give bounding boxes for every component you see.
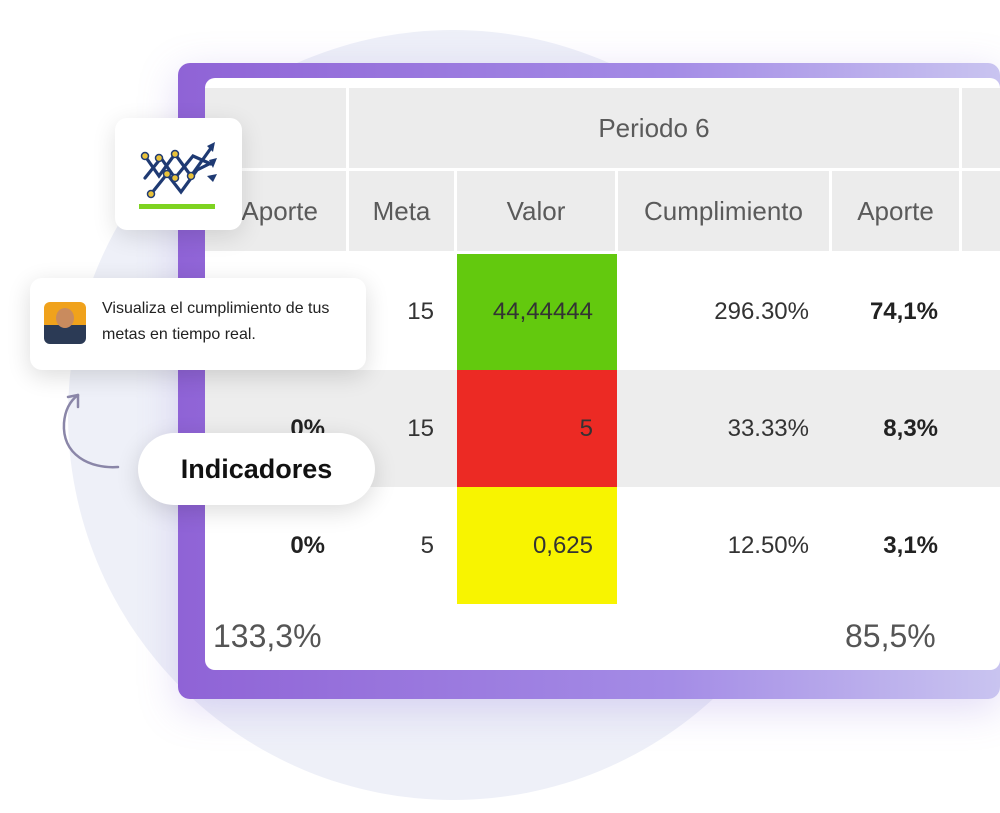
aporte-cell: 8,3% [883, 414, 938, 442]
total-right: 85,5% [845, 618, 936, 654]
period-header: Periodo 6 [349, 88, 959, 168]
column-header-cumplimiento: Cumplimiento [618, 171, 829, 251]
meta-cell: 15 [407, 298, 434, 325]
aporte-prev-cell: 0% [290, 531, 325, 559]
valor-cell: 44,44444 [457, 254, 617, 370]
column-header-aporte: Aporte [832, 171, 959, 251]
column-header-valor: Valor [457, 171, 615, 251]
logo-card [115, 118, 242, 230]
header-empty-cell [962, 88, 1000, 168]
user-avatar [44, 302, 86, 344]
trend-chart-icon [139, 142, 217, 209]
cumplimiento-cell: 33.33% [727, 414, 809, 442]
column-header-meta: Meta [349, 171, 454, 251]
tooltip-text: Visualiza el cumplimiento de tus metas e… [102, 300, 330, 343]
meta-cell: 5 [420, 531, 434, 559]
aporte-cell: 3,1% [883, 531, 938, 559]
total-left: 133,3% [213, 618, 322, 654]
curved-arrow-icon [62, 393, 120, 469]
valor-cell: 5 [457, 370, 617, 487]
indicators-table: Periodo 6 Aporte Meta Valor Cumplimiento… [205, 78, 1000, 670]
cumplimiento-cell: 12.50% [727, 531, 809, 559]
cumplimiento-cell: 296.30% [714, 298, 809, 325]
header-empty-cell [962, 171, 1000, 251]
column-header-aporte: Aporte [205, 171, 346, 251]
aporte-cell: 74,1% [869, 298, 938, 325]
meta-cell: 15 [407, 414, 434, 442]
valor-cell: 0,625 [457, 487, 617, 604]
info-tooltip: Visualiza el cumplimiento de tus metas e… [30, 278, 366, 370]
indicadores-badge[interactable]: Indicadores [138, 433, 375, 505]
